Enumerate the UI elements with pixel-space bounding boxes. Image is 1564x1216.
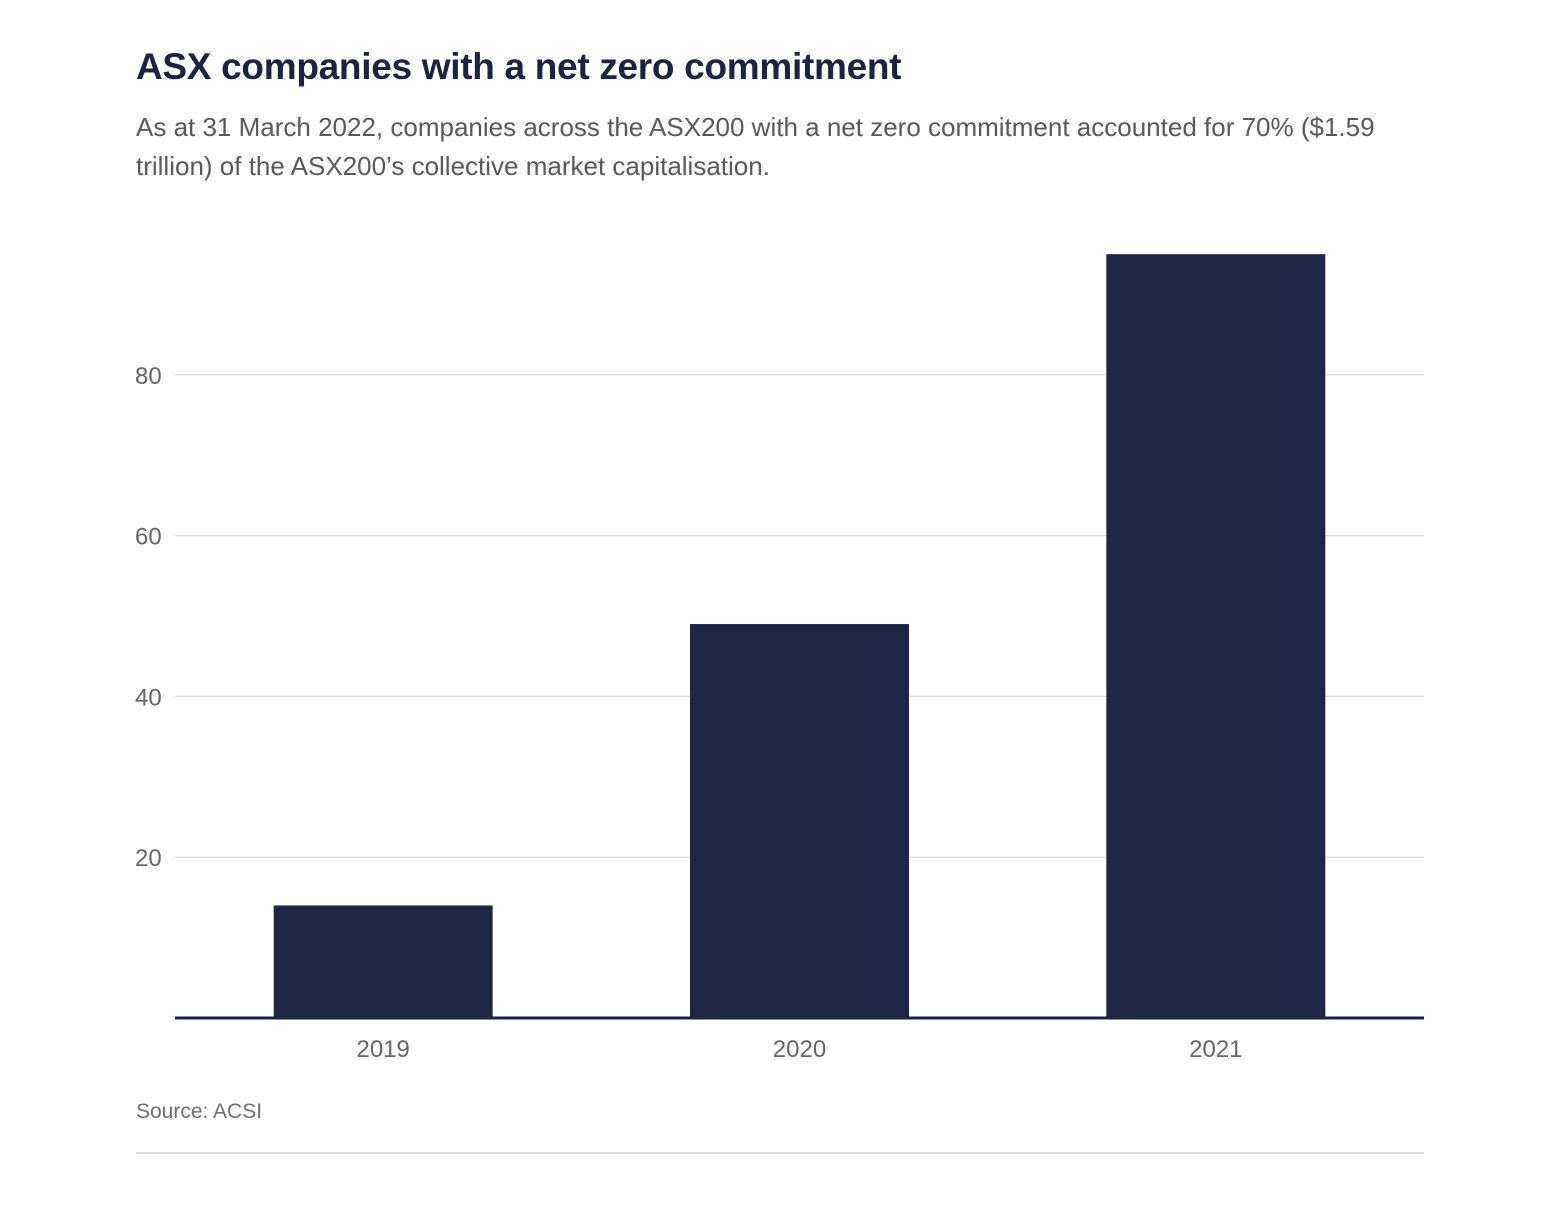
bar-2021 [1106, 254, 1326, 1018]
y-tick-label: 60 [135, 524, 162, 551]
bar-2020 [690, 624, 909, 1018]
x-tick-label: 2020 [773, 1036, 826, 1063]
y-tick-label: 40 [135, 684, 162, 711]
bars [273, 254, 1326, 1018]
chart-source: Source: ACSI [136, 1100, 263, 1123]
x-tick-label: 2019 [356, 1036, 409, 1063]
chart-title: ASX companies with a net zero commitment [136, 46, 902, 87]
bar-2019 [273, 905, 493, 1018]
y-axis-ticks: 20 40 60 80 [135, 363, 162, 872]
footer-divider [136, 1152, 1424, 1154]
y-tick-label: 20 [135, 845, 162, 872]
chart-subtitle: As at 31 March 2022, companies across th… [136, 112, 1375, 181]
x-axis-ticks: 2019 2020 2021 [356, 1036, 1242, 1063]
y-tick-label: 80 [135, 363, 162, 390]
x-tick-label: 2021 [1189, 1036, 1242, 1063]
